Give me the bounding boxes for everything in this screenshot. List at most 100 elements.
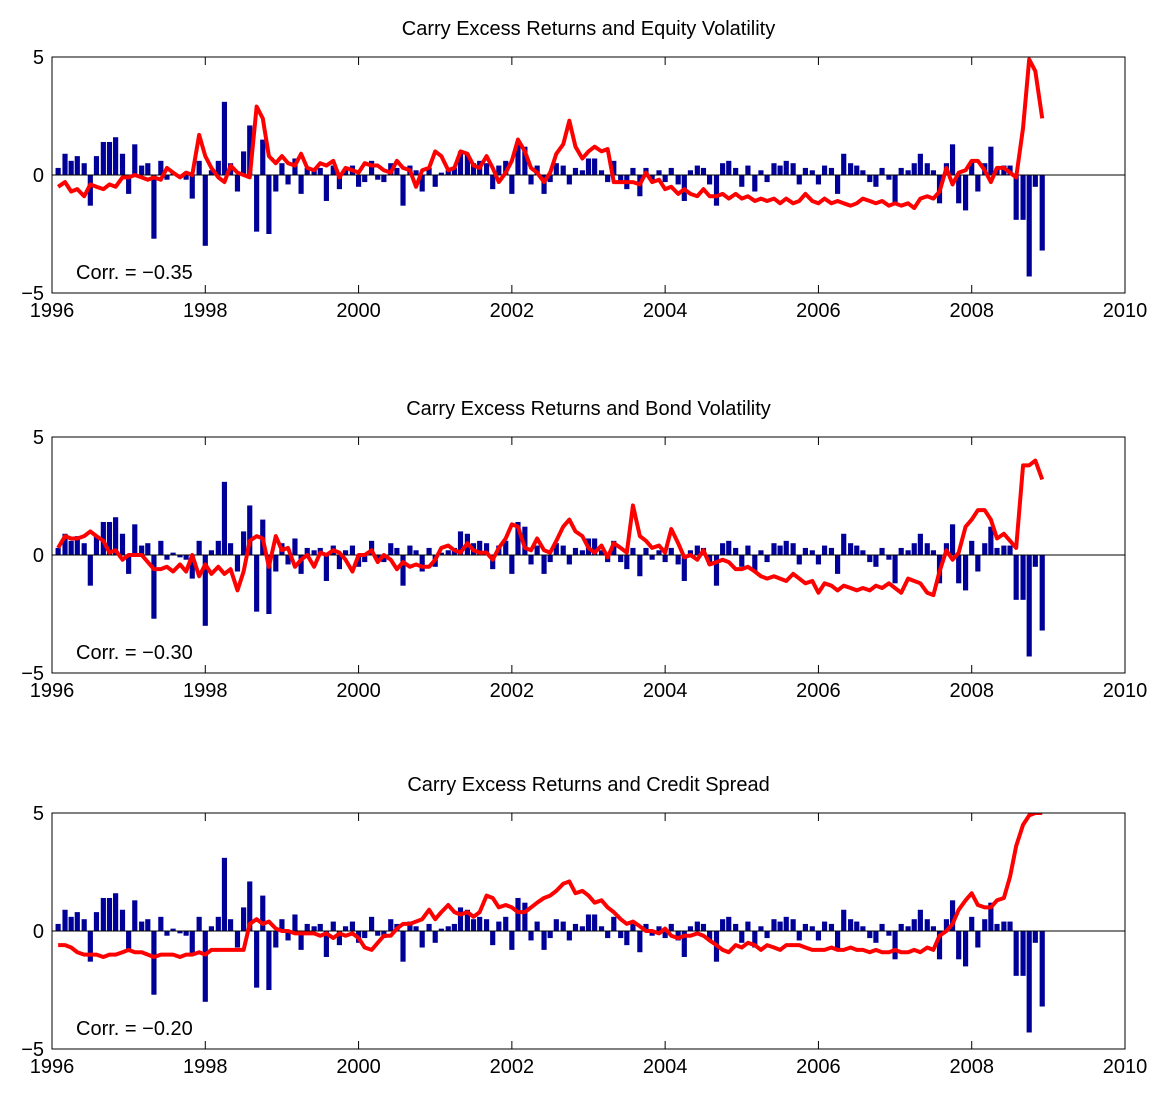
bar xyxy=(649,555,655,560)
bar xyxy=(241,531,247,555)
y-tick-label: 5 xyxy=(33,803,44,825)
bar xyxy=(336,175,342,190)
y-tick-label: −5 xyxy=(21,663,44,685)
bar xyxy=(227,919,234,931)
bar xyxy=(752,175,758,192)
bar xyxy=(400,931,406,962)
bar xyxy=(509,175,515,194)
bar xyxy=(905,550,911,555)
x-tick-label: 2000 xyxy=(336,300,381,322)
bar xyxy=(215,540,221,555)
bar xyxy=(815,931,822,941)
bar xyxy=(196,916,202,931)
bar xyxy=(151,555,157,619)
bar xyxy=(566,555,572,565)
bar xyxy=(771,163,777,175)
bar xyxy=(733,547,739,555)
bar xyxy=(202,175,208,246)
x-tick-label: 1996 xyxy=(30,1056,75,1078)
x-tick-label: 2002 xyxy=(490,680,535,702)
bar xyxy=(522,146,528,175)
bar xyxy=(815,175,822,185)
x-tick-label: 2004 xyxy=(643,1056,688,1078)
bar xyxy=(898,923,904,931)
bar xyxy=(1013,555,1019,600)
bar xyxy=(139,165,145,175)
bar xyxy=(145,163,151,175)
bar xyxy=(668,167,674,175)
bar xyxy=(662,555,668,563)
bar xyxy=(585,158,592,175)
bar xyxy=(362,175,368,183)
bar xyxy=(605,175,611,183)
bar xyxy=(700,167,707,175)
bar xyxy=(994,547,1000,555)
bar xyxy=(106,141,113,175)
bar xyxy=(752,931,758,948)
bar xyxy=(509,555,515,574)
bar xyxy=(905,170,911,175)
bar xyxy=(943,919,950,931)
bar xyxy=(394,167,400,175)
panel: Carry Excess Returns and Credit Spread 19… xyxy=(21,774,1147,1078)
bar xyxy=(618,555,624,563)
bar xyxy=(170,552,176,555)
bar xyxy=(726,160,732,175)
bar xyxy=(547,175,553,183)
bar xyxy=(886,931,892,936)
bar xyxy=(234,555,241,572)
line-series xyxy=(58,813,1043,959)
bar xyxy=(451,923,457,931)
bar xyxy=(311,170,317,175)
bar xyxy=(720,163,726,175)
bar xyxy=(541,555,547,574)
bar xyxy=(777,921,783,931)
bar xyxy=(758,170,764,175)
bar xyxy=(388,543,394,555)
bar xyxy=(266,175,272,234)
bar xyxy=(841,153,847,175)
bar xyxy=(273,555,279,572)
bar xyxy=(988,902,994,931)
bar xyxy=(1032,931,1038,943)
bar xyxy=(369,540,375,555)
bar xyxy=(611,916,617,931)
bar xyxy=(656,550,662,555)
bar xyxy=(522,526,528,555)
bar xyxy=(285,175,291,185)
bar xyxy=(848,919,854,931)
x-tick-label: 2002 xyxy=(490,300,535,322)
bar xyxy=(126,175,132,194)
bar xyxy=(413,550,419,555)
bar xyxy=(132,144,138,175)
bar xyxy=(1020,931,1026,976)
bar xyxy=(572,167,579,175)
x-tick-label: 1998 xyxy=(183,1056,228,1078)
bar xyxy=(905,926,911,931)
plot-area xyxy=(52,458,1125,657)
bar xyxy=(87,555,93,586)
bar xyxy=(528,555,534,565)
x-tick-label: 2004 xyxy=(643,680,688,702)
y-tick-label: −5 xyxy=(21,283,44,305)
bar xyxy=(496,165,502,175)
bar xyxy=(68,916,74,931)
bar xyxy=(164,555,170,560)
bar xyxy=(637,931,643,953)
bar xyxy=(342,550,349,555)
bar xyxy=(55,547,61,555)
bar xyxy=(445,926,451,931)
bar xyxy=(132,524,138,555)
bar xyxy=(969,160,975,175)
bar xyxy=(266,931,272,990)
bar xyxy=(400,555,406,586)
bar xyxy=(572,923,579,931)
bar xyxy=(279,163,285,175)
bar xyxy=(375,555,381,560)
bar xyxy=(381,555,387,563)
annotation: Corr. = −0.35 xyxy=(76,262,193,284)
y-tick-label: 0 xyxy=(33,165,44,187)
bar xyxy=(809,926,815,931)
bar xyxy=(886,175,892,180)
bar xyxy=(126,931,132,950)
